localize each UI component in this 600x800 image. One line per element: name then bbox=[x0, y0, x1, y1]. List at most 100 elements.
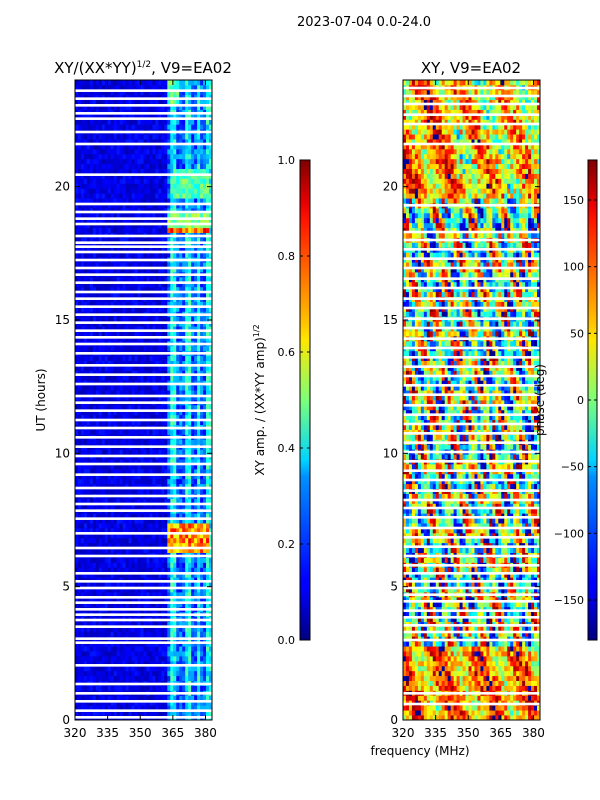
heatmap-cell bbox=[164, 262, 168, 268]
heatmap-cell bbox=[101, 572, 106, 578]
heatmap-cell bbox=[155, 473, 159, 480]
heatmap-cell bbox=[185, 670, 189, 677]
heatmap-cell bbox=[143, 656, 147, 662]
heatmap-cell bbox=[185, 286, 189, 293]
heatmap-cell bbox=[131, 355, 135, 362]
heatmap-cell bbox=[80, 360, 85, 366]
heatmap-cell bbox=[152, 370, 156, 376]
heatmap-cell bbox=[179, 656, 183, 662]
heatmap-cell bbox=[116, 656, 121, 662]
heatmap-cell bbox=[182, 355, 186, 362]
heatmap-cell bbox=[161, 468, 165, 475]
heatmap-cell bbox=[128, 483, 132, 490]
heatmap-cell bbox=[152, 582, 156, 588]
heatmap-cell bbox=[182, 385, 186, 391]
heatmap-cell bbox=[149, 173, 153, 179]
heatmap-cell bbox=[158, 375, 162, 381]
heatmap-cell bbox=[98, 528, 103, 534]
heatmap-cell bbox=[86, 587, 91, 593]
heatmap-cell bbox=[110, 562, 115, 568]
heatmap-cell bbox=[89, 114, 94, 120]
heatmap-cell bbox=[155, 468, 159, 475]
heatmap-cell bbox=[161, 134, 165, 140]
heatmap-cell bbox=[134, 183, 138, 189]
heatmap-cell bbox=[113, 247, 118, 253]
heatmap-cell bbox=[89, 360, 94, 366]
heatmap-cell bbox=[92, 537, 97, 544]
heatmap-cell bbox=[167, 705, 171, 711]
heatmap-cell bbox=[128, 429, 132, 435]
heatmap-cell bbox=[149, 562, 153, 568]
heatmap-cell bbox=[170, 518, 174, 524]
heatmap-cell bbox=[164, 139, 168, 145]
heatmap-cell bbox=[95, 345, 100, 352]
heatmap-cell bbox=[182, 513, 186, 519]
heatmap-cell bbox=[176, 567, 180, 573]
heatmap-cell bbox=[80, 695, 85, 701]
heatmap-cell bbox=[164, 222, 168, 229]
heatmap-cell bbox=[77, 464, 82, 470]
heatmap-cell bbox=[98, 99, 103, 106]
heatmap-cell bbox=[75, 483, 79, 490]
heatmap-cell bbox=[143, 646, 147, 652]
heatmap-cell bbox=[95, 464, 100, 470]
heatmap-cell bbox=[101, 267, 106, 273]
heatmap-cell bbox=[176, 262, 180, 268]
heatmap-cell bbox=[107, 621, 112, 627]
heatmap-cell bbox=[116, 193, 121, 199]
heatmap-cell bbox=[92, 626, 97, 632]
heatmap-cell bbox=[110, 660, 115, 667]
heatmap-cell bbox=[134, 523, 138, 529]
heatmap-cell bbox=[75, 203, 79, 209]
heatmap-cell bbox=[95, 222, 100, 229]
heatmap-cell bbox=[152, 252, 156, 258]
heatmap-cell bbox=[185, 483, 189, 490]
heatmap-cell bbox=[104, 247, 109, 253]
heatmap-cell bbox=[75, 523, 79, 529]
heatmap-cell bbox=[125, 631, 130, 637]
heatmap-cell bbox=[164, 355, 168, 362]
heatmap-cell bbox=[95, 144, 100, 150]
heatmap-cell bbox=[110, 670, 115, 677]
heatmap-cell bbox=[170, 409, 174, 416]
heatmap-cell bbox=[134, 276, 138, 283]
heatmap-cell bbox=[131, 212, 135, 219]
heatmap-cell bbox=[98, 651, 103, 657]
heatmap-cell bbox=[77, 134, 82, 140]
heatmap-cell bbox=[110, 705, 115, 711]
heatmap-cell bbox=[75, 291, 79, 298]
heatmap-cell bbox=[173, 203, 177, 209]
heatmap-cell bbox=[86, 301, 91, 307]
heatmap-cell bbox=[89, 222, 94, 229]
heatmap-cell bbox=[158, 513, 162, 519]
heatmap-cell bbox=[86, 375, 91, 381]
heatmap-cell bbox=[128, 601, 132, 608]
heatmap-cell bbox=[179, 587, 183, 593]
heatmap-cell bbox=[152, 631, 156, 637]
heatmap-cell bbox=[158, 685, 162, 691]
heatmap-cell bbox=[164, 601, 168, 608]
heatmap-cell bbox=[167, 119, 171, 125]
heatmap-cell bbox=[92, 670, 97, 677]
heatmap-cell bbox=[119, 523, 124, 529]
heatmap-cell bbox=[110, 326, 115, 332]
heatmap-cell bbox=[125, 488, 130, 494]
heatmap-cell bbox=[137, 331, 141, 337]
heatmap-cell bbox=[107, 459, 112, 465]
heatmap-cell bbox=[155, 242, 159, 248]
heatmap-cell bbox=[92, 621, 97, 627]
heatmap-cell bbox=[140, 247, 144, 253]
heatmap-cell bbox=[188, 518, 192, 524]
heatmap-cell bbox=[80, 660, 85, 667]
heatmap-cell bbox=[167, 345, 171, 352]
heatmap-cell bbox=[155, 665, 159, 672]
heatmap-cell bbox=[140, 227, 144, 234]
heatmap-cell bbox=[113, 567, 118, 573]
heatmap-cell bbox=[182, 345, 186, 352]
heatmap-cell bbox=[161, 646, 165, 652]
heatmap-cell bbox=[134, 163, 138, 170]
heatmap-cell bbox=[161, 631, 165, 637]
heatmap-cell bbox=[77, 227, 82, 234]
heatmap-cell bbox=[170, 203, 174, 209]
heatmap-cell bbox=[128, 124, 132, 130]
